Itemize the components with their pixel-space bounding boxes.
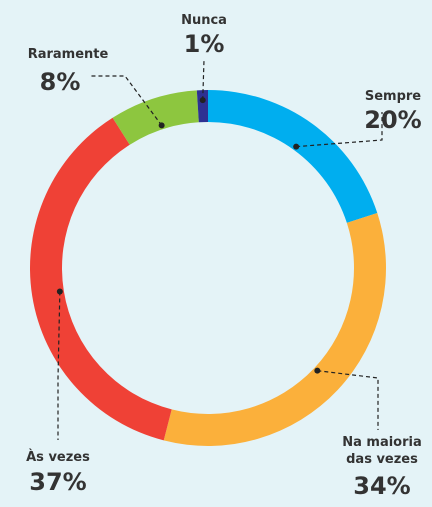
category-label: Nunca (181, 13, 227, 28)
value-label: 20% (364, 106, 422, 134)
value-label: 1% (183, 30, 225, 58)
donut-segment (29, 117, 172, 441)
leader-dot (314, 367, 321, 374)
leader-line (57, 291, 61, 440)
value-label: 34% (353, 472, 411, 500)
category-label: Na maioria das vezes (342, 435, 422, 467)
value-label: 8% (39, 68, 81, 96)
donut-segment (208, 90, 378, 223)
leader-line (296, 112, 383, 148)
leader-line (90, 75, 163, 126)
category-label: Sempre (364, 89, 422, 104)
leader-dot (56, 288, 63, 295)
category-label: Às vezes (26, 450, 90, 465)
value-label: 37% (29, 468, 87, 496)
leader-dot (293, 143, 300, 150)
donut-segment (196, 90, 208, 123)
leader-dot (199, 97, 206, 104)
donut-segment (163, 212, 386, 446)
category-label: Raramente (27, 47, 109, 62)
leader-dot (158, 122, 165, 129)
